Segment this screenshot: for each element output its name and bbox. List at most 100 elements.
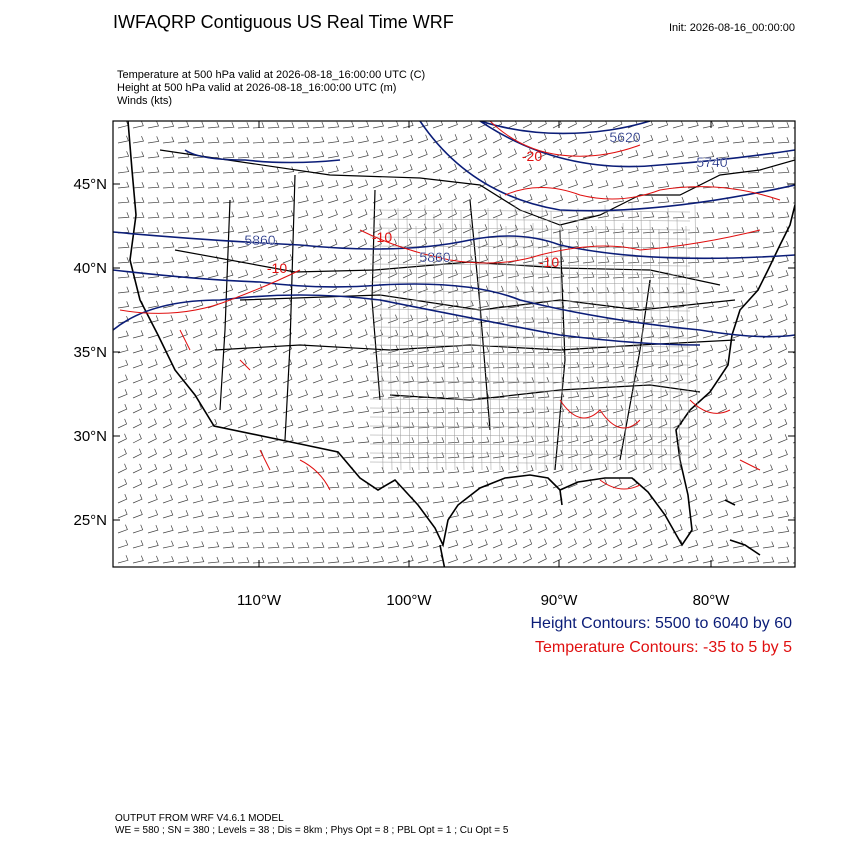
wind-barb bbox=[117, 418, 128, 429]
field-label: Temperature at 500 hPa valid at 2026-08-… bbox=[117, 69, 425, 81]
wind-barb bbox=[477, 193, 487, 204]
wind-barb bbox=[747, 358, 758, 369]
temperature-label: -10 bbox=[372, 229, 392, 245]
wind-barb bbox=[447, 269, 458, 279]
wind-barb bbox=[432, 496, 445, 504]
wind-barb bbox=[462, 392, 475, 399]
wind-barb bbox=[657, 493, 667, 504]
wind-barb bbox=[237, 449, 249, 459]
wind-barb bbox=[342, 451, 355, 459]
wind-barb bbox=[582, 225, 594, 234]
wind-barb bbox=[417, 164, 428, 174]
wind-barb bbox=[492, 392, 505, 399]
wind-barb bbox=[462, 539, 474, 549]
wind-barb bbox=[402, 178, 413, 189]
wind-barb bbox=[747, 403, 757, 414]
wind-barb bbox=[597, 361, 610, 369]
wind-barb bbox=[132, 242, 145, 249]
wind-barb bbox=[672, 448, 682, 459]
wind-barb bbox=[237, 465, 249, 474]
wind-barb bbox=[552, 179, 563, 189]
wind-barb bbox=[402, 360, 414, 369]
wind-barb bbox=[552, 164, 563, 174]
wind-barb bbox=[342, 253, 352, 264]
county-line bbox=[369, 263, 691, 267]
wind-barb bbox=[177, 388, 187, 399]
wind-barb bbox=[687, 315, 699, 324]
wind-barb bbox=[702, 315, 714, 324]
wind-barb bbox=[717, 418, 727, 429]
wind-barb bbox=[342, 283, 352, 294]
wind-barb bbox=[267, 137, 280, 144]
wind-barb bbox=[537, 523, 548, 534]
wind-barb bbox=[192, 285, 204, 294]
wind-barb bbox=[357, 497, 370, 504]
wind-barb bbox=[222, 403, 233, 414]
wind-barb bbox=[267, 298, 278, 309]
wind-barb bbox=[357, 359, 369, 369]
wind-barb bbox=[717, 388, 728, 399]
wind-barb bbox=[162, 241, 175, 249]
county-line bbox=[469, 219, 474, 471]
wind-barb bbox=[492, 451, 505, 459]
wind-barb bbox=[507, 392, 520, 399]
wind-barb bbox=[717, 241, 730, 249]
wind-barb bbox=[552, 194, 564, 204]
wind-barb bbox=[717, 494, 728, 504]
county-line bbox=[369, 353, 691, 357]
wind-barb bbox=[222, 314, 233, 324]
wind-barb bbox=[342, 136, 355, 144]
wind-barb bbox=[282, 358, 293, 369]
wind-barb bbox=[402, 284, 413, 294]
wind-barb bbox=[207, 556, 220, 564]
wind-barb bbox=[492, 254, 504, 264]
wind-barb bbox=[312, 151, 325, 159]
wind-barb bbox=[567, 148, 578, 159]
wind-barb bbox=[342, 313, 353, 324]
wind-barb bbox=[702, 418, 712, 429]
wind-barb bbox=[252, 373, 263, 384]
wind-barb bbox=[777, 270, 789, 279]
wind-barb bbox=[627, 226, 640, 234]
wind-barb bbox=[657, 135, 669, 144]
wind-barb bbox=[237, 284, 248, 294]
wind-barb bbox=[117, 271, 130, 279]
wind-barb bbox=[132, 181, 145, 189]
wind-barb bbox=[237, 328, 248, 339]
wind-barb bbox=[522, 494, 533, 504]
wind-barb bbox=[162, 373, 173, 384]
wind-barb bbox=[252, 210, 264, 219]
wind-barb bbox=[207, 434, 218, 444]
wind-barb bbox=[597, 195, 609, 204]
wind-barb bbox=[147, 182, 160, 189]
wind-barb bbox=[177, 418, 187, 429]
wind-barb bbox=[642, 433, 653, 444]
wind-barb bbox=[342, 359, 354, 369]
wind-barb bbox=[537, 509, 548, 519]
wind-barb bbox=[612, 149, 624, 159]
wind-barb bbox=[267, 527, 280, 534]
wind-barb bbox=[207, 464, 219, 474]
wind-barb bbox=[672, 524, 683, 534]
wind-barb bbox=[642, 272, 655, 279]
wind-barb bbox=[537, 464, 549, 474]
wind-barb bbox=[252, 254, 264, 264]
wind-barb bbox=[522, 224, 534, 234]
wind-barb bbox=[402, 299, 413, 309]
wind-barb bbox=[192, 556, 205, 564]
county-line bbox=[667, 207, 672, 471]
wind-barb bbox=[447, 525, 459, 534]
wind-barb bbox=[687, 433, 697, 444]
wind-barb bbox=[732, 433, 742, 444]
wind-barb bbox=[207, 270, 219, 279]
temperature-contours bbox=[119, 121, 781, 491]
wind-barb bbox=[762, 525, 774, 534]
county-line bbox=[369, 434, 691, 438]
wind-barb bbox=[747, 556, 760, 564]
wind-barb bbox=[747, 314, 759, 324]
wind-barb bbox=[132, 227, 145, 234]
wind-barb bbox=[357, 238, 367, 249]
wind-barb bbox=[477, 524, 489, 534]
wind-barb bbox=[417, 134, 429, 144]
county-line bbox=[577, 207, 582, 471]
